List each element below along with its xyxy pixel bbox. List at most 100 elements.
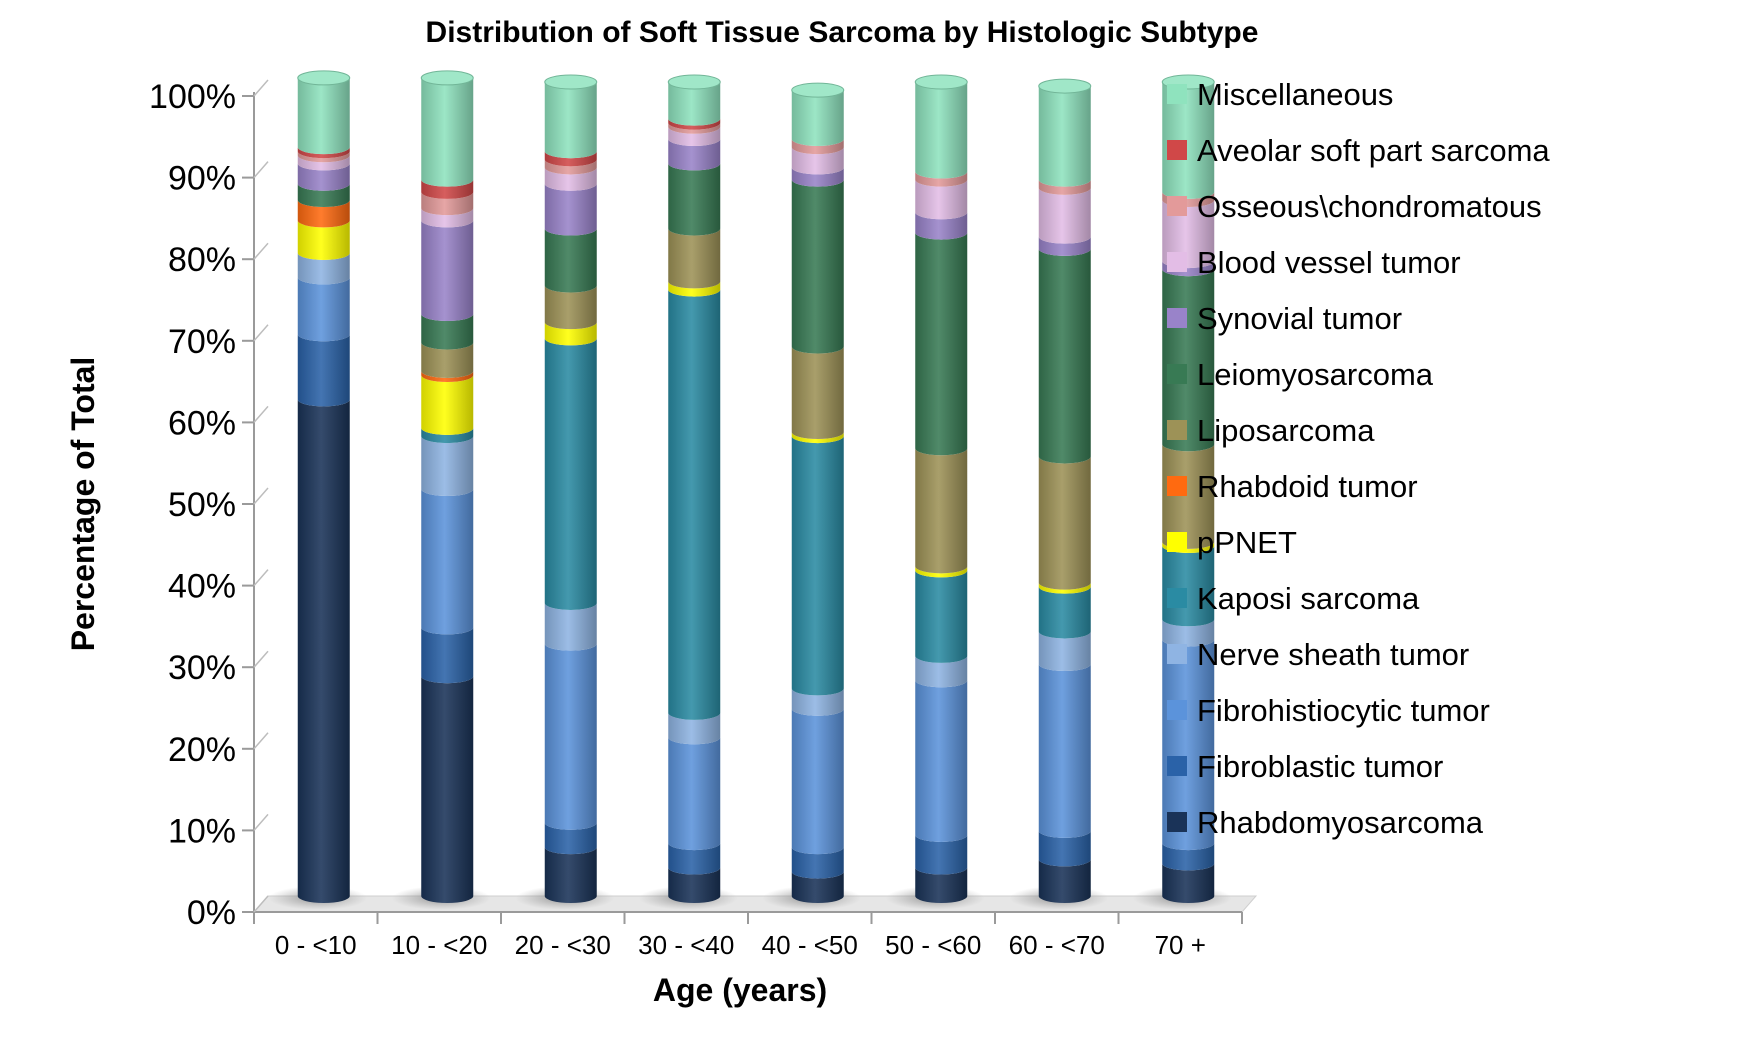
bar-segment-liposarcoma xyxy=(544,285,597,330)
y-depth-tick xyxy=(253,79,269,97)
bar-segment-leiomyosarcoma xyxy=(915,232,968,456)
legend-item-aveolar-soft-part-sarcoma: Aveolar soft part sarcoma xyxy=(1167,133,1550,168)
legend-swatch xyxy=(1167,140,1187,160)
bar-segment-nerve-sheath-tumor xyxy=(1038,631,1091,672)
legend-swatch xyxy=(1167,420,1187,440)
bar-segment-leiomyosarcoma xyxy=(791,179,844,354)
bar-segment-kaposi-sarcoma xyxy=(544,338,597,610)
bar-segment-fibroblastic-tumor xyxy=(668,843,721,875)
bar-segment-blood-vessel-tumor xyxy=(915,179,968,220)
bar-segment-miscellaneous xyxy=(791,90,844,146)
y-tick-label: 20% xyxy=(168,731,236,769)
legend-label: Blood vessel tumor xyxy=(1197,245,1461,280)
bar-segment-miscellaneous xyxy=(915,82,968,179)
bar-segment-blood-vessel-tumor xyxy=(791,147,844,175)
legend-item-liposarcoma: Liposarcoma xyxy=(1167,413,1375,448)
legend-swatch xyxy=(1167,756,1187,776)
bar-segment-liposarcoma xyxy=(421,342,474,378)
bar-segment-fibroblastic-tumor xyxy=(1038,830,1091,867)
legend-item-leiomyosarcoma: Leiomyosarcoma xyxy=(1167,357,1434,392)
legend-item-fibrohistiocytic-tumor: Fibrohistiocytic tumor xyxy=(1167,693,1490,728)
x-tick-label: 50 - <60 xyxy=(885,930,981,960)
bar-segment-fibroblastic-tumor xyxy=(297,334,350,407)
bar-group-10-20 xyxy=(391,70,491,910)
legend-swatch xyxy=(1167,532,1187,552)
bar-segment-nerve-sheath-tumor xyxy=(668,712,721,745)
bar-segment-rhabdomyosarcoma xyxy=(791,871,844,903)
bar-segment-fibroblastic-tumor xyxy=(915,834,968,875)
bar-segment-rhabdomyosarcoma xyxy=(544,847,597,903)
y-tick-label: 30% xyxy=(168,649,236,687)
bar-group-0-10 xyxy=(268,70,368,910)
bar-segment-fibrohistiocytic-tumor xyxy=(915,680,968,842)
y-tick-label: 10% xyxy=(168,812,236,850)
bar-segment-liposarcoma xyxy=(668,228,721,289)
bar-top-cap xyxy=(1038,78,1092,94)
legend-label: Miscellaneous xyxy=(1197,77,1393,112)
bar-segment-miscellaneous xyxy=(1162,82,1215,199)
y-tick-label: 70% xyxy=(168,323,236,361)
bar-segment-leiomyosarcoma xyxy=(297,183,350,208)
bar-group-40-50 xyxy=(762,82,862,910)
legend: Miscellaneous Aveolar soft part sarcoma Os… xyxy=(1167,77,1550,840)
bar-segment-liposarcoma xyxy=(915,448,968,574)
bar-segment-fibrohistiocytic-tumor xyxy=(421,489,474,635)
bar-segment-fibrohistiocytic-tumor xyxy=(1162,639,1215,851)
bar-segment-fibrohistiocytic-tumor xyxy=(791,708,844,855)
bar-segment-fibrohistiocytic-tumor xyxy=(1038,664,1091,838)
legend-item-miscellaneous: Miscellaneous xyxy=(1167,77,1393,112)
bar-segment-aveolar-soft-part-sarcoma xyxy=(668,118,721,130)
bar-segment-miscellaneous xyxy=(544,82,597,159)
legend-swatch xyxy=(1167,700,1187,720)
legend-swatch xyxy=(1167,588,1187,608)
bar-segment-blood-vessel-tumor xyxy=(668,126,721,146)
bar-top-cap xyxy=(420,70,474,86)
bar-segment-synovial-tumor xyxy=(544,183,597,236)
legend-swatch xyxy=(1167,252,1187,272)
bar-segment-blood-vessel-tumor xyxy=(297,155,350,171)
bar-segment-synovial-tumor xyxy=(668,138,721,171)
y-tick-label: 90% xyxy=(168,160,236,198)
legend-item-rhabdoid-tumor: Rhabdoid tumor xyxy=(1167,469,1418,504)
bar-segment-rhabdomyosarcoma xyxy=(297,399,350,903)
legend-item-ppnet: pPNET xyxy=(1167,525,1297,560)
bar-segment-fibroblastic-tumor xyxy=(791,847,844,879)
y-tick-label: 50% xyxy=(168,486,236,524)
plot-area: 0% 10% 20% 30% 40% 50% 60% 70% 80% 90% 100% 0 - <10… xyxy=(149,70,1258,960)
legend-item-blood-vessel-tumor: Blood vessel tumor xyxy=(1167,245,1461,280)
bar-segment-rhabdomyosarcoma xyxy=(668,867,721,903)
legend-swatch xyxy=(1167,196,1187,216)
bar-segment-osseous-chondromatous xyxy=(421,191,474,216)
legend-item-nerve-sheath-tumor: Nerve sheath tumor xyxy=(1167,637,1469,672)
bar-segment-aveolar-soft-part-sarcoma xyxy=(544,151,597,167)
legend-label: Liposarcoma xyxy=(1197,413,1375,448)
bar-segment-ppnet xyxy=(544,322,597,346)
bar-group-60-70 xyxy=(1009,78,1109,910)
bar-segment-rhabdomyosarcoma xyxy=(1038,859,1091,903)
x-tick-label: 70 + xyxy=(1155,930,1206,960)
bar-top-cap xyxy=(914,74,968,90)
bar-segment-nerve-sheath-tumor xyxy=(297,252,350,285)
y-depth-tick xyxy=(253,242,269,260)
legend-swatch xyxy=(1167,308,1187,328)
x-tick-label: 40 - <50 xyxy=(762,930,858,960)
bar-segment-nerve-sheath-tumor xyxy=(1162,619,1215,647)
bar-segment-fibrohistiocytic-tumor xyxy=(544,643,597,830)
legend-label: Kaposi sarcoma xyxy=(1197,581,1420,616)
bar-segment-liposarcoma xyxy=(791,346,844,440)
bar-segment-ppnet xyxy=(297,220,350,260)
bar-segment-fibroblastic-tumor xyxy=(544,822,597,855)
legend-item-kaposi-sarcoma: Kaposi sarcoma xyxy=(1167,581,1420,616)
bar-top-cap xyxy=(544,74,598,90)
bar-segment-synovial-tumor xyxy=(297,163,350,191)
bar-segment-synovial-tumor xyxy=(791,167,844,187)
x-tick-label: 0 - <10 xyxy=(275,930,357,960)
bar-segment-liposarcoma xyxy=(1038,456,1091,590)
legend-item-fibroblastic-tumor: Fibroblastic tumor xyxy=(1167,749,1443,784)
bar-segment-leiomyosarcoma xyxy=(1038,248,1091,464)
y-depth-tick xyxy=(253,405,269,423)
bar-segment-rhabdoid-tumor xyxy=(421,370,474,383)
bar-segment-liposarcoma xyxy=(1162,444,1215,549)
